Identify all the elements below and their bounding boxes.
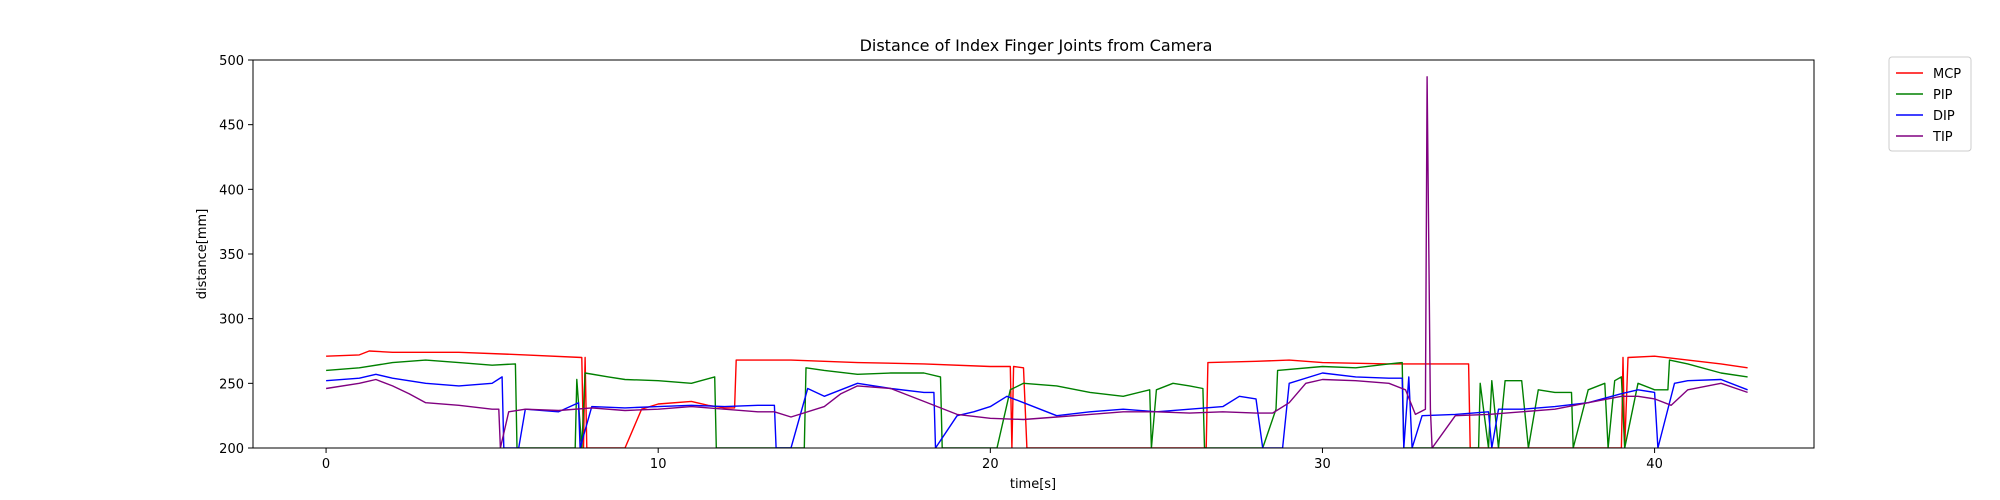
- x-tick-label: 40: [1646, 457, 1663, 472]
- x-tick-label: 0: [322, 457, 330, 472]
- legend-label-dip: DIP: [1933, 109, 1955, 124]
- y-axis-label: distance[mm]: [195, 209, 210, 300]
- y-tick-label: 300: [219, 313, 244, 328]
- plot-area: [325, 76, 1748, 448]
- x-tick-label: 30: [1314, 457, 1331, 472]
- series-line-mcp: [326, 350, 1748, 448]
- legend-label-tip: TIP: [1932, 130, 1953, 145]
- series-line-tip: [325, 76, 1748, 448]
- y-tick-label: 350: [219, 248, 244, 263]
- y-tick-label: 450: [219, 119, 244, 134]
- x-axis: 0 10 20 30 40: [322, 448, 1663, 472]
- y-axis: 200 250 300 350 400 450 500: [219, 54, 253, 457]
- x-tick-label: 20: [982, 457, 999, 472]
- y-tick-label: 250: [219, 377, 244, 392]
- x-axis-label: time[s]: [1010, 477, 1056, 492]
- legend-box: [1888, 56, 1972, 152]
- x-tick-label: 10: [650, 457, 667, 472]
- plot-frame: [252, 59, 1815, 449]
- series-line-pip: [326, 359, 1748, 448]
- legend-label-pip: PIP: [1933, 88, 1953, 103]
- y-tick-label: 500: [219, 54, 244, 69]
- chart-title: Distance of Index Finger Joints from Cam…: [860, 36, 1213, 55]
- y-tick-label: 200: [219, 442, 244, 457]
- legend-label-mcp: MCP: [1933, 67, 1961, 82]
- y-tick-label: 400: [219, 183, 244, 198]
- legend: MCP PIP DIP TIP: [1888, 56, 1972, 152]
- series-line-dip: [326, 372, 1748, 448]
